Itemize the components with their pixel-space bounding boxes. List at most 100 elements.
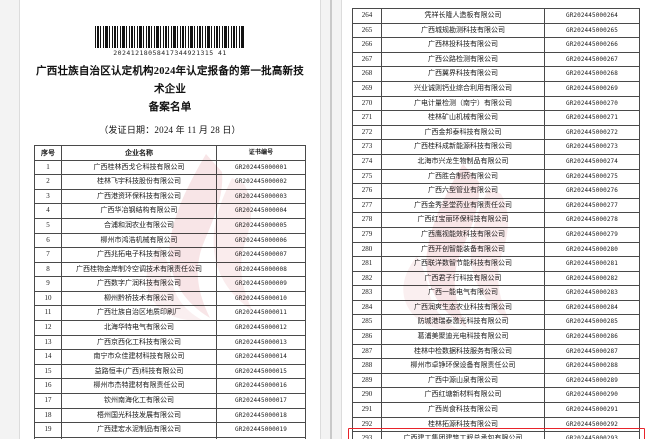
table-row[interactable]: 19 广西建宏水泥制品有限公司 GR202445000019: [34, 422, 306, 438]
enterprise-name-cell: 柳州黔桥技术有限公司: [61, 290, 217, 307]
enterprise-name-cell: 广西润爽生态农业科技有限公司: [381, 299, 545, 316]
table-row[interactable]: 288 柳州市卓铮环保设备有限责任公司 GR202445000288: [352, 358, 640, 374]
enterprise-name-cell: 桂林飞宇科技股份有限公司: [61, 174, 217, 190]
issue-date: （发证日期：2024 年 11 月 28 日）: [99, 124, 241, 135]
table-row[interactable]: 276 广西六型管业有限公司 GR202445000276: [352, 183, 640, 199]
row-index-cell: 272: [352, 124, 382, 141]
table-row[interactable]: 17 钦州南海化工有限公司 GR202445000017: [34, 393, 306, 409]
table-row[interactable]: 5 合浦和润农业有限公司 GR202445000005: [34, 217, 306, 234]
table-row[interactable]: 1 广西桂林西戈仑科技有限公司 GR202445000001: [34, 159, 306, 176]
enterprise-name-cell: 北海市兴龙生物制品有限公司: [381, 153, 545, 170]
certificate-number-cell: GR202445000283: [544, 285, 640, 301]
enterprise-name-cell: 柳州市卓铮环保设备有限责任公司: [381, 358, 545, 374]
enterprise-name-cell: 广西数字广润科技有限公司: [61, 276, 217, 292]
column-header-name: 企业名称: [61, 144, 217, 161]
page-left: 20241218058417344921315 41 广西壮族自治区认定机构20…: [20, 0, 320, 439]
row-index-cell: 13: [34, 334, 62, 351]
table-row[interactable]: 281 广西联洋数智节能科技有限公司 GR202445000281: [352, 256, 640, 272]
certificate-number-cell: GR202445000276: [544, 183, 640, 199]
enterprise-name-cell: 广西壮族自治区地质印刷厂: [61, 305, 217, 322]
table-row[interactable]: 4 广西华冶钢结构有限公司 GR202445000004: [34, 203, 306, 219]
row-index-cell: 288: [352, 358, 382, 374]
table-row[interactable]: 9 广西数字广润科技有限公司 GR202445000009: [34, 276, 306, 292]
certificate-number-cell: GR202445000011: [216, 305, 306, 322]
row-index-cell: 4: [34, 203, 62, 219]
table-row[interactable]: 291 广西尚食科技有限公司 GR202445000291: [352, 402, 640, 418]
enterprise-table-left: 序号 企业名称 证书编号 1 广西桂林西戈仑科技有限公司 GR20244500000…: [34, 144, 306, 439]
table-row[interactable]: 292 桂林拓源科技有限公司 GR202445000292: [352, 416, 640, 433]
row-index-cell: 11: [34, 305, 62, 322]
certificate-number-cell: GR202445000268: [544, 66, 640, 82]
certificate-number-cell: GR202445000010: [216, 290, 306, 307]
enterprise-name-cell: 广西一能电气有限公司: [381, 285, 545, 301]
row-index-cell: 16: [34, 378, 62, 395]
table-row[interactable]: 14 南宁市众佳建材科技有限公司 GR202445000014: [34, 349, 306, 365]
row-index-cell: 273: [352, 139, 382, 155]
certificate-number-cell: GR202445000013: [216, 334, 306, 351]
table-row[interactable]: 12 北海华特电气有限公司 GR202445000012: [34, 320, 306, 336]
certificate-number-cell: GR202445000002: [216, 174, 306, 190]
table-row[interactable]: 269 兴业诚则钙业综合利用有限公司 GR202445000269: [352, 80, 640, 97]
row-index-cell: 9: [34, 276, 62, 292]
table-row[interactable]: 271 桂林矿山机械有限公司 GR202445000271: [352, 110, 640, 126]
certificate-number-cell: GR202445000278: [544, 212, 640, 228]
table-row[interactable]: 277 广西金秀圣堂药业有限责任公司 GR202445000277: [352, 197, 640, 214]
table-row[interactable]: 280 广西开创智能装备有限公司 GR202445000280: [352, 241, 640, 258]
table-row[interactable]: 2 桂林飞宇科技股份有限公司 GR202445000002: [34, 174, 306, 190]
table-row[interactable]: 265 广西城规勘测科技有限公司 GR202445000265: [352, 22, 640, 39]
enterprise-name-cell: 广西公路检测有限公司: [381, 51, 545, 68]
table-row[interactable]: 16 柳州市杰特建材有限责任公司 GR202445000016: [34, 378, 306, 395]
table-row[interactable]: 293 广西建工集团建筑工程总承包有限公司 GR202445000293: [352, 431, 640, 439]
table-row[interactable]: 282 广西君子行科技有限公司 GR202445000282: [352, 270, 640, 287]
row-index-cell: 14: [34, 349, 62, 365]
table-row[interactable]: 268 广西翼界科技有限公司 GR202445000268: [352, 66, 640, 82]
table-row[interactable]: 279 广西鹰视能效科技有限公司 GR202445000279: [352, 226, 640, 243]
row-index-cell: 264: [352, 8, 382, 24]
table-row[interactable]: 285 防城港瑞泰激光科技有限公司 GR202445000285: [352, 314, 640, 331]
certificate-number-cell: GR202445000275: [544, 168, 640, 185]
certificate-number-cell: GR202445000264: [544, 8, 640, 24]
certificate-number-cell: GR202445000006: [216, 232, 306, 249]
table-row[interactable]: 266 广西林投科技有限公司 GR202445000266: [352, 37, 640, 53]
enterprise-name-cell: 广西金邦泰科技有限公司: [381, 124, 545, 141]
enterprise-name-cell: 广西林投科技有限公司: [381, 37, 545, 53]
table-row[interactable]: 18 梧州国光科技发展有限公司 GR202445000018: [34, 407, 306, 424]
table-row[interactable]: 274 北海市兴龙生物制品有限公司 GR202445000274: [352, 153, 640, 170]
table-row[interactable]: 278 广西红宝丽环保科技有限公司 GR202445000278: [352, 212, 640, 228]
enterprise-name-cell: 广西红塘新材料有限公司: [381, 387, 545, 404]
table-row[interactable]: 3 广西港资环保科技有限公司 GR202445000003: [34, 188, 306, 205]
table-row[interactable]: 8 广西桂物金岸制冷空调技术有限责任公司 GR202445000008: [34, 261, 306, 278]
enterprise-name-cell: 广西红宝丽环保科技有限公司: [381, 212, 545, 228]
page-subtitle: 备案名单: [148, 101, 192, 113]
table-row[interactable]: 284 广西润爽生态农业科技有限公司 GR202445000284: [352, 299, 640, 316]
table-row[interactable]: 11 广西壮族自治区地质印刷厂 GR202445000011: [34, 305, 306, 322]
table-row[interactable]: 20南宁蜂窝科技有限公司GR202445000020: [34, 436, 306, 439]
certificate-number-cell: GR202445000274: [544, 153, 640, 170]
table-row[interactable]: 6 柳州市鸿浩机械有限公司 GR202445000006: [34, 232, 306, 249]
certificate-number-cell: GR202445000008: [216, 261, 306, 278]
row-index-cell: 280: [352, 241, 382, 258]
table-row[interactable]: 290 广西红塘新材料有限公司 GR202445000290: [352, 387, 640, 404]
table-row[interactable]: 264 凭祥长隆人造板有限公司 GR202445000264: [352, 8, 640, 24]
table-row[interactable]: 275 广西胜合制药有限公司 GR202445000275: [352, 168, 640, 185]
table-row[interactable]: 13 广西京西化工科技有限公司 GR202445000013: [34, 334, 306, 351]
table-row[interactable]: 289 广西中源山泉有限公司 GR202445000289: [352, 372, 640, 389]
table-row[interactable]: 270 广电计量检测（南宁）有限公司 GR202445000270: [352, 95, 640, 112]
row-index-cell: 5: [34, 217, 62, 234]
barcode-number: 20241218058417344921315 41: [113, 49, 227, 57]
certificate-number-cell: GR202445000280: [544, 241, 640, 258]
table-row[interactable]: 286 葛浦美聚迪光电科技有限公司 GR202445000286: [352, 329, 640, 345]
table-row[interactable]: 273 广西桂科成新能源科技有限公司 GR202445000273: [352, 139, 640, 155]
table-row[interactable]: 272 广西金邦泰科技有限公司 GR202445000272: [352, 124, 640, 141]
table-row[interactable]: 287 桂林中检数据科技服务有限公司 GR202445000287: [352, 343, 640, 360]
row-index-cell: 282: [352, 270, 382, 287]
enterprise-name-cell: 广西华冶钢结构有限公司: [61, 203, 217, 219]
table-row[interactable]: 7 广西兆拓电子科技有限公司 GR202445000007: [34, 247, 306, 263]
enterprise-name-cell: 广西金秀圣堂药业有限责任公司: [381, 197, 545, 214]
certificate-number-cell: GR202445000017: [216, 393, 306, 409]
table-row[interactable]: 267 广西公路检测有限公司 GR202445000267: [352, 51, 640, 68]
table-row[interactable]: 283 广西一能电气有限公司 GR202445000283: [352, 285, 640, 301]
table-row[interactable]: 10 柳州黔桥技术有限公司 GR202445000010: [34, 290, 306, 307]
table-row[interactable]: 15 益路恒丰(广西)科技有限公司 GR202445000015: [34, 363, 306, 380]
